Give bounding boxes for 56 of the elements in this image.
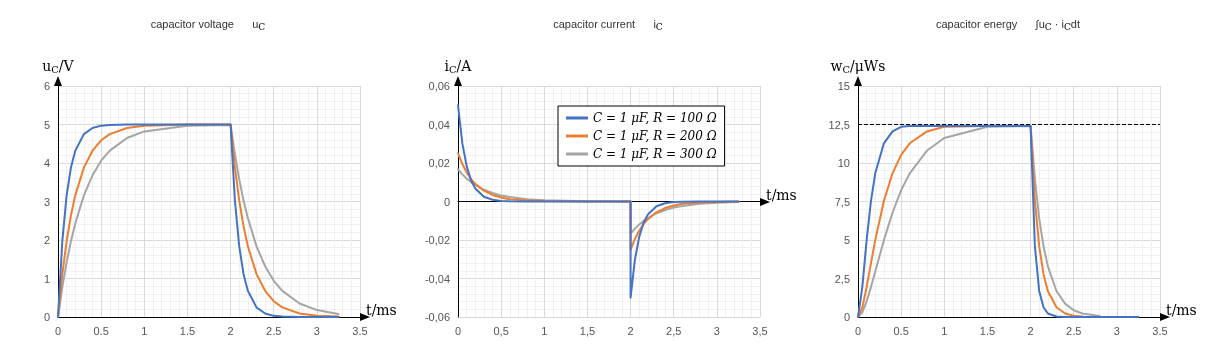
x-tick-label: 3 bbox=[313, 324, 320, 337]
x-tick-label: 3 bbox=[713, 324, 720, 337]
x-tick-label: 3,5 bbox=[752, 324, 768, 337]
y-tick-label: 0 bbox=[43, 311, 50, 323]
y-tick-label: 2,5 bbox=[834, 272, 850, 285]
x-tick-label: 0.5 bbox=[93, 324, 109, 337]
y-tick-label: 15 bbox=[837, 80, 850, 92]
y-tick-label: 0 bbox=[843, 311, 850, 323]
y-tick-label: -0,02 bbox=[424, 234, 450, 246]
y-tick-label: 6 bbox=[43, 80, 50, 92]
y-tick-label: 7,5 bbox=[834, 195, 850, 208]
x-tick-label: 2,5 bbox=[666, 324, 682, 337]
legend-label: C = 1 μF, R = 100 Ω bbox=[593, 111, 717, 125]
line-series bbox=[457, 104, 740, 299]
y-tick-label: 5 bbox=[43, 118, 50, 131]
x-tick-label: 1,5 bbox=[579, 324, 596, 337]
x-tick-label: 3.5 bbox=[1152, 324, 1168, 337]
x-tick-label: 0 bbox=[854, 324, 862, 337]
y-tick-label: 3 bbox=[43, 195, 50, 208]
x-tick-label: 1 bbox=[941, 324, 948, 337]
x-axis-title: t/ms bbox=[766, 186, 797, 203]
y-tick-label: 4 bbox=[43, 157, 50, 169]
y-tick-label: 0,02 bbox=[428, 157, 450, 169]
y-axis-title: iC/A bbox=[444, 58, 473, 75]
x-tick-label: 1.5 bbox=[979, 324, 996, 337]
y-tick-label: -0,04 bbox=[424, 272, 450, 285]
x-tick-label: 0 bbox=[54, 324, 62, 337]
x-tick-label: 0,5 bbox=[493, 324, 509, 337]
y-tick-label: 12,5 bbox=[828, 118, 850, 131]
y-axis-title: uC/V bbox=[42, 58, 75, 75]
y-axis-title: wC/μWs bbox=[830, 58, 886, 75]
y-tick-label: 2 bbox=[43, 234, 50, 246]
x-tick-label: 1.5 bbox=[179, 324, 196, 337]
y-tick-label: 1 bbox=[43, 272, 50, 285]
x-tick-label: 2.5 bbox=[266, 324, 282, 337]
y-tick-label: 10 bbox=[837, 157, 850, 169]
x-tick-label: 2.5 bbox=[1066, 324, 1082, 337]
y-tick-label: -0,06 bbox=[424, 311, 450, 323]
y-tick-label: 0 bbox=[443, 195, 450, 208]
y-tick-label: 5 bbox=[843, 234, 850, 246]
x-tick-label: 2 bbox=[1027, 324, 1034, 337]
x-tick-label: 1 bbox=[141, 324, 148, 337]
line-series bbox=[57, 123, 340, 318]
x-tick-label: 2 bbox=[627, 324, 634, 337]
x-tick-label: 3.5 bbox=[352, 324, 368, 337]
y-tick-label: 0,06 bbox=[428, 80, 450, 92]
legend-label: C = 1 μF, R = 300 Ω bbox=[593, 147, 717, 161]
x-tick-label: 1 bbox=[541, 324, 548, 337]
x-axis-title: t/ms bbox=[1166, 302, 1197, 318]
x-axis-title: t/ms bbox=[366, 302, 397, 318]
x-tick-label: 2 bbox=[227, 324, 234, 337]
x-tick-label: 0.5 bbox=[893, 324, 909, 337]
x-tick-label: 0 bbox=[454, 324, 462, 337]
y-tick-label: 0,04 bbox=[428, 118, 450, 131]
x-tick-label: 3 bbox=[1113, 324, 1120, 337]
legend-label: C = 1 μF, R = 200 Ω bbox=[593, 129, 717, 143]
